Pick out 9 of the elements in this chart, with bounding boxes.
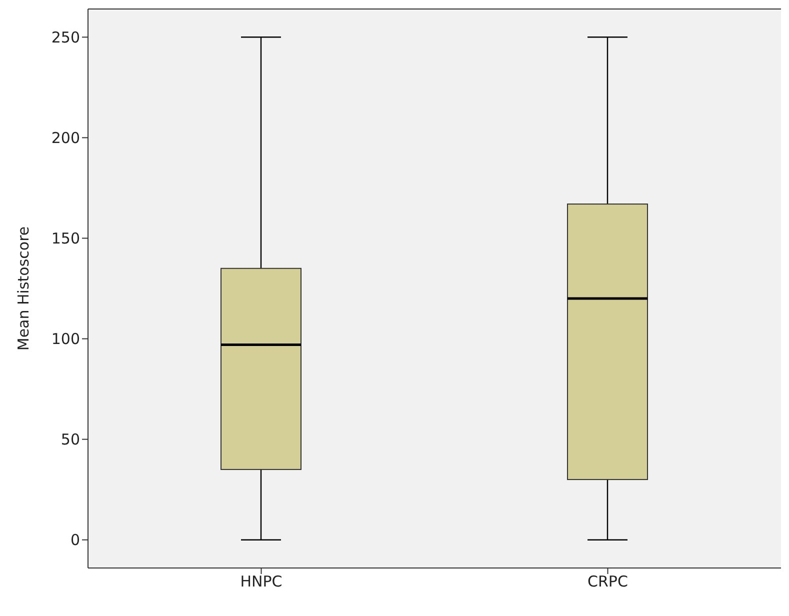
y-tick-label: 150 (51, 230, 80, 248)
y-tick-label: 250 (51, 28, 80, 46)
y-tick-label: 200 (51, 129, 80, 148)
y-axis-title: Mean Histoscore (14, 226, 32, 351)
y-tick-label: 100 (51, 330, 80, 348)
x-tick-label: CRPC (588, 572, 628, 591)
y-tick-label: 50 (60, 430, 80, 449)
y-tick-label: 0 (70, 531, 80, 550)
x-tick-label: HNPC (240, 572, 282, 591)
